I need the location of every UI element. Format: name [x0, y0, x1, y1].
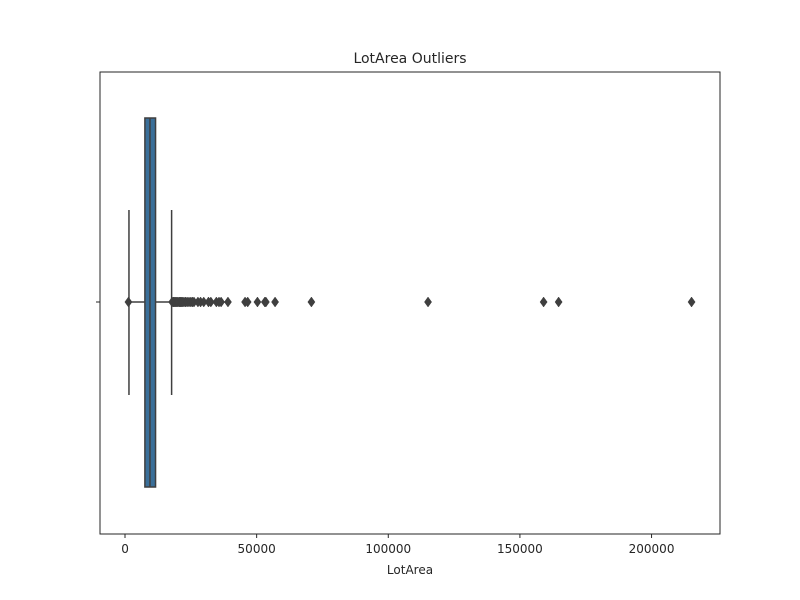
outlier-point	[307, 296, 316, 308]
outlier-point	[261, 296, 270, 308]
outlier-point	[253, 296, 262, 308]
axes-frame	[99, 71, 721, 535]
outlier-point	[554, 296, 563, 308]
x-axis-label: LotArea	[387, 563, 433, 577]
outlier-point	[539, 296, 548, 308]
outlier-point	[271, 296, 279, 308]
outlier-point	[224, 296, 232, 308]
chart-title: LotArea Outliers	[353, 51, 466, 67]
outlier-point	[206, 296, 215, 308]
x-tick-label: 50000	[238, 542, 276, 556]
plot-area	[124, 117, 696, 488]
x-tick-label: 150000	[497, 542, 543, 556]
x-tick-label: 100000	[365, 542, 411, 556]
outlier-point	[424, 296, 432, 308]
outlier-point	[217, 296, 226, 308]
outlier-point	[124, 296, 133, 308]
x-axis: 0 50000 100000 150000 200000	[121, 534, 674, 556]
outlier-point	[243, 296, 252, 308]
x-tick-label: 200000	[629, 542, 675, 556]
outlier-point	[687, 296, 696, 308]
x-tick-label: 0	[121, 542, 129, 556]
